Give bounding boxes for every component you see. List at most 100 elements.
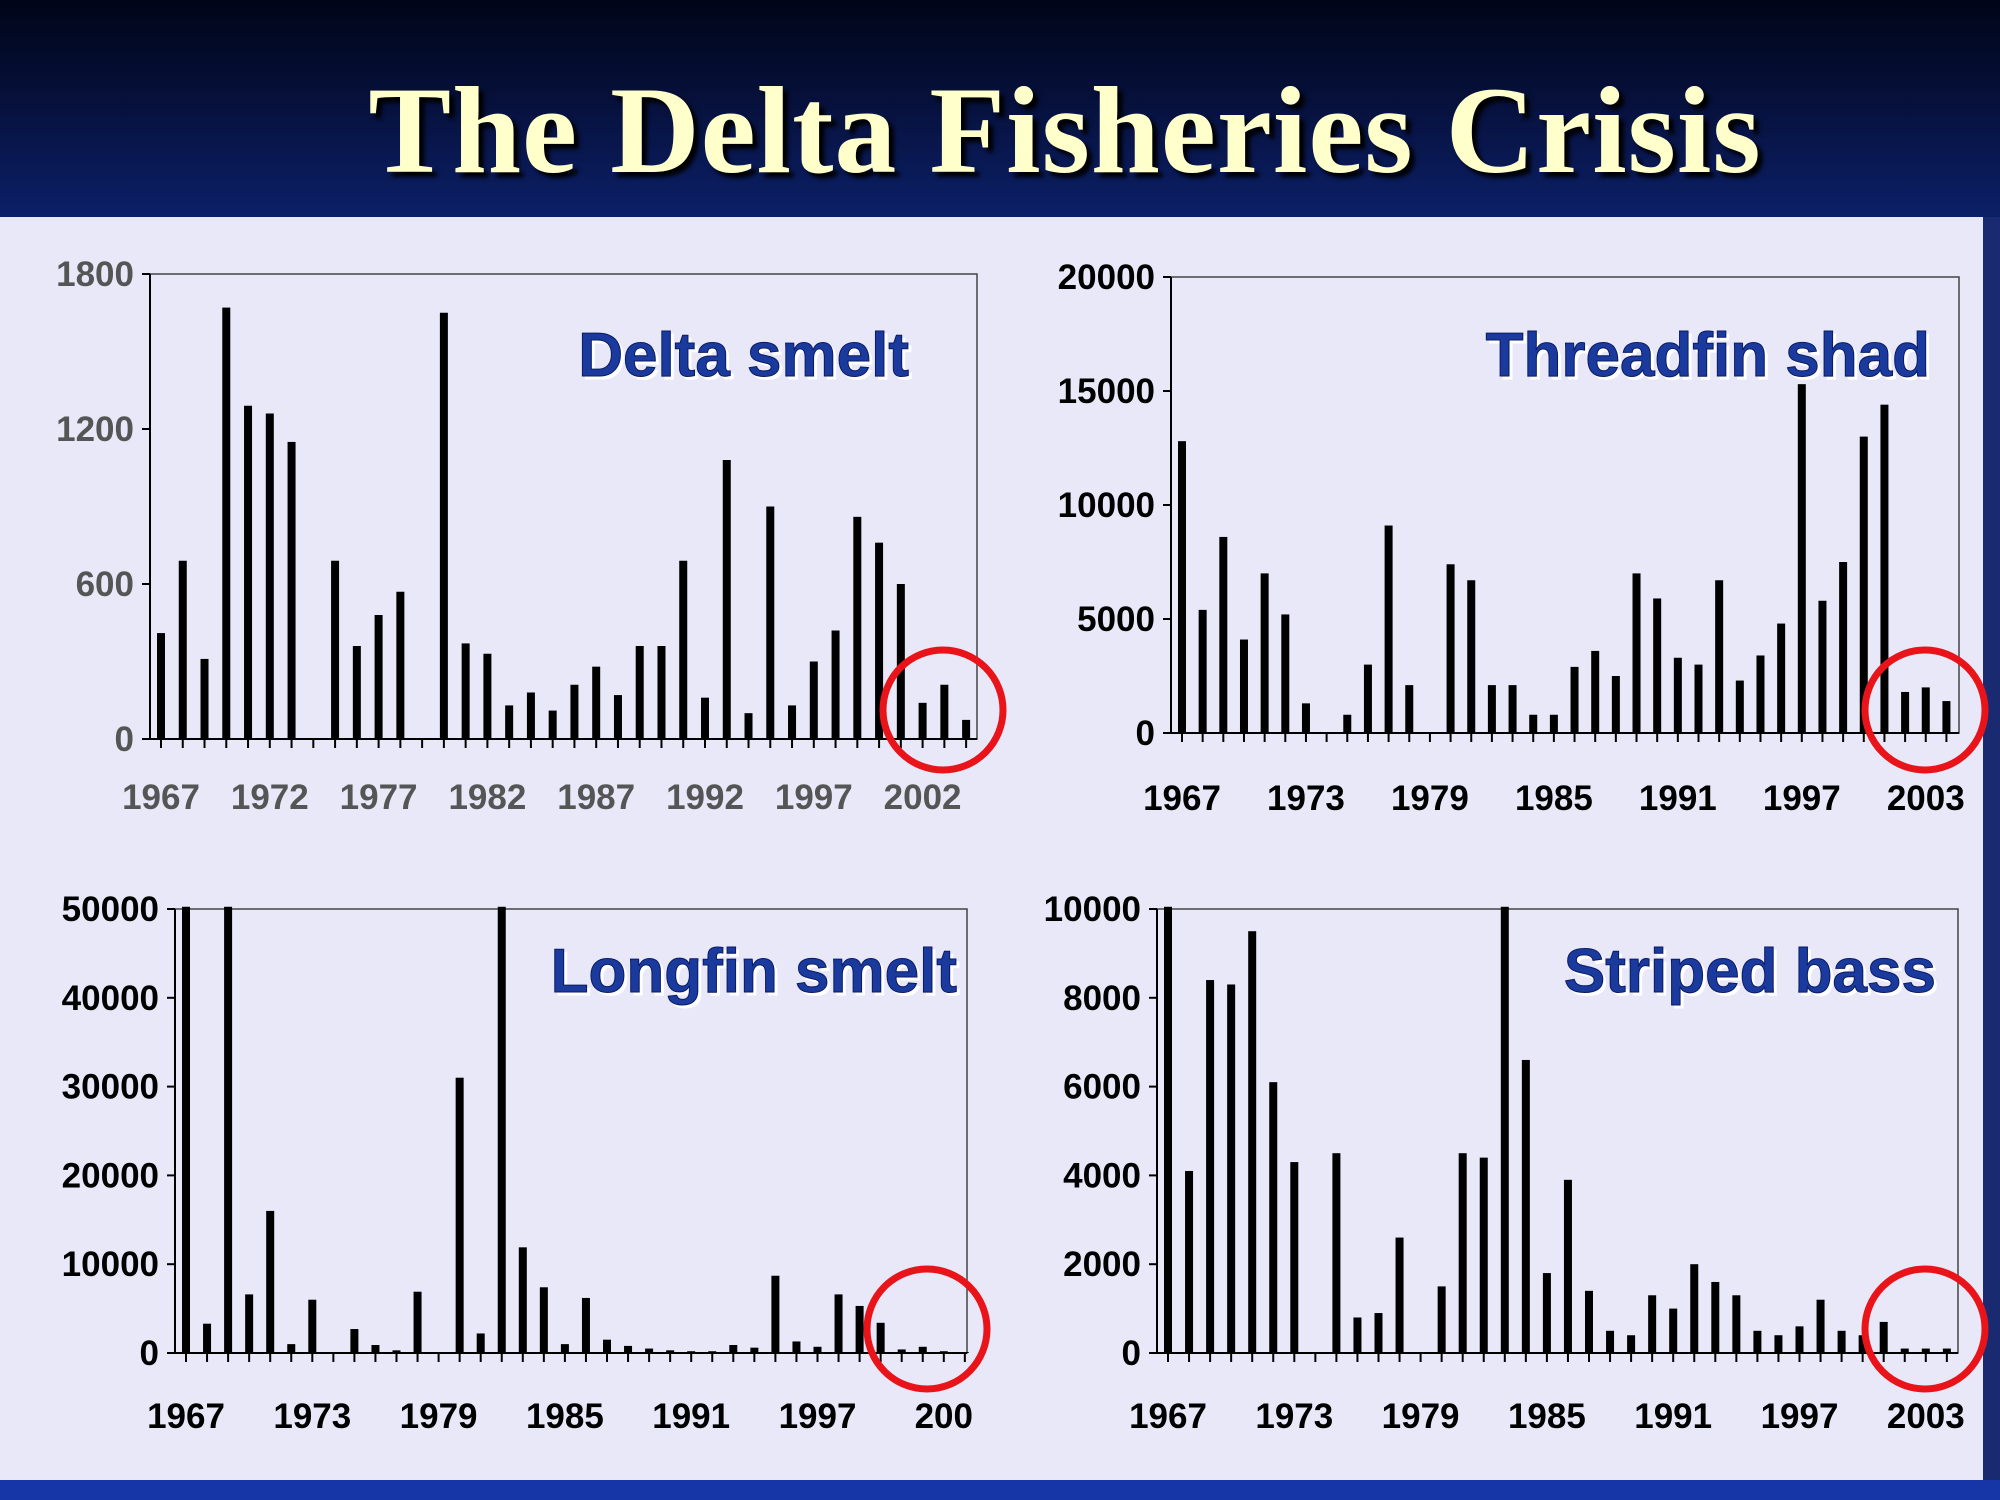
bar-1991 — [1669, 1308, 1678, 1353]
bar-1969 — [224, 906, 233, 1353]
y-tick-label: 10000 — [1058, 486, 1155, 525]
bar-1982 — [497, 906, 506, 1353]
bar-1970 — [222, 307, 231, 739]
bar-1995 — [771, 1275, 780, 1353]
bar-1980 — [455, 1077, 464, 1353]
y-tick-label: 6000 — [1063, 1068, 1141, 1107]
bar-1994 — [1732, 1295, 1741, 1353]
chart-longfin-smelt: 0 10000 20000 30000 40000 50000 1967 1973 1979 19… — [62, 890, 991, 1436]
y-tick-label: 10000 — [1044, 890, 1141, 929]
highlight-circle — [1861, 1265, 1989, 1393]
bar-1987 — [603, 1339, 611, 1353]
bar-1967 — [182, 906, 190, 1353]
bar-1978 — [413, 1291, 422, 1353]
y-tick-label: 0 — [1136, 714, 1155, 753]
bar-1988 — [1606, 1330, 1615, 1353]
y-tick-label: 15000 — [1058, 372, 1155, 411]
x-tick-label: 1985 — [1508, 1397, 1586, 1436]
bar-1968 — [203, 1323, 212, 1353]
x-tick-label: 1985 — [1515, 779, 1593, 818]
species-title: Threadfin shad — [1486, 321, 1930, 390]
bar-1977 — [374, 615, 383, 739]
bar-1982 — [1479, 1157, 1488, 1353]
x-tick-label: 1979 — [1391, 779, 1469, 818]
y-tick-label: 0 — [1122, 1334, 1141, 1373]
bar-1991 — [1673, 657, 1682, 733]
species-title: Striped bass — [1564, 937, 1936, 1006]
bar-1986 — [1563, 1179, 1572, 1353]
bar-1986 — [570, 684, 579, 739]
x-tick-label: 200 — [915, 1397, 973, 1436]
bar-1987 — [1591, 650, 1600, 733]
right-edge-strip — [1983, 217, 2000, 1480]
x-tick-label: 1973 — [1267, 779, 1345, 818]
x-tick-label: 1977 — [340, 778, 418, 817]
bar-1990 — [1648, 1295, 1657, 1353]
bar-1976 — [371, 1345, 380, 1353]
x-tick-label: 1997 — [779, 1397, 857, 1436]
y-tick-label: 40000 — [62, 979, 159, 1018]
bar-1991 — [679, 560, 688, 739]
bar-1992 — [1694, 664, 1703, 733]
slide-header: The Delta Fisheries Crisis — [0, 0, 2000, 217]
bar-1970 — [245, 1294, 254, 1353]
bar-1984 — [1529, 714, 1538, 733]
x-tick-label: 1985 — [526, 1397, 604, 1436]
bar-1972 — [265, 413, 274, 739]
bar-1988 — [1611, 676, 1620, 733]
bar-2003 — [1921, 1348, 1930, 1353]
bar-1999 — [1837, 1330, 1846, 1353]
x-tick-label: 1991 — [1639, 779, 1717, 818]
bar-2004 — [1942, 1348, 1951, 1353]
bar-1985 — [560, 1344, 569, 1353]
bar-1990 — [657, 646, 666, 739]
bar-1977 — [392, 1350, 401, 1353]
bar-1995 — [766, 506, 775, 739]
bar-1967 — [157, 633, 165, 739]
bar-2004 — [962, 719, 971, 739]
y-tick-label: 0 — [115, 720, 134, 759]
bar-1983 — [518, 1247, 527, 1353]
bar-1983 — [1500, 906, 1509, 1353]
bar-2002 — [1901, 691, 1910, 733]
bar-1989 — [1627, 1335, 1636, 1353]
x-tick-label: 1979 — [1382, 1397, 1460, 1436]
bar-1992 — [708, 1351, 717, 1353]
x-tick-label: 1973 — [1255, 1397, 1333, 1436]
bar-1994 — [750, 1347, 759, 1353]
bar-1973 — [1290, 1162, 1299, 1353]
bar-1989 — [1632, 573, 1641, 733]
slide-title: The Delta Fisheries Crisis — [368, 62, 1762, 199]
bar-1968 — [1198, 609, 1207, 733]
bar-1971 — [266, 1210, 275, 1353]
x-tick-label: 1991 — [652, 1397, 730, 1436]
bar-1977 — [1374, 1313, 1383, 1353]
bar-1984 — [526, 692, 535, 739]
chart-striped-bass: 0 2000 4000 6000 8000 10000 1967 1973 1979 1985 19… — [1044, 890, 1989, 1436]
x-tick-label: 1967 — [1129, 1397, 1207, 1436]
y-tick-label: 1800 — [56, 255, 134, 294]
bar-2001 — [897, 1349, 906, 1353]
x-tick-label: 2002 — [884, 778, 962, 817]
x-tick-label: 1967 — [122, 778, 200, 817]
bar-1982 — [1487, 685, 1496, 733]
bar-1986 — [1570, 666, 1579, 733]
species-title: Delta smelt — [578, 321, 909, 390]
bar-1997 — [809, 661, 818, 739]
y-tick-label: 50000 — [62, 890, 159, 929]
bar-1985 — [1542, 1273, 1551, 1353]
y-tick-label: 2000 — [1063, 1245, 1141, 1284]
bar-1993 — [729, 1345, 738, 1353]
bar-1968 — [1185, 1170, 1194, 1353]
bar-1980 — [1446, 564, 1455, 733]
bar-1975 — [350, 1329, 359, 1353]
bar-1993 — [722, 460, 731, 739]
bar-1981 — [1458, 1153, 1467, 1353]
bar-1972 — [1269, 1082, 1278, 1353]
bar-1970 — [1239, 639, 1248, 733]
x-tick-label: 1992 — [666, 778, 744, 817]
x-tick-label: 1979 — [400, 1397, 478, 1436]
bar-1996 — [792, 1341, 801, 1353]
bar-1987 — [592, 666, 601, 739]
bar-1967 — [1164, 906, 1172, 1353]
